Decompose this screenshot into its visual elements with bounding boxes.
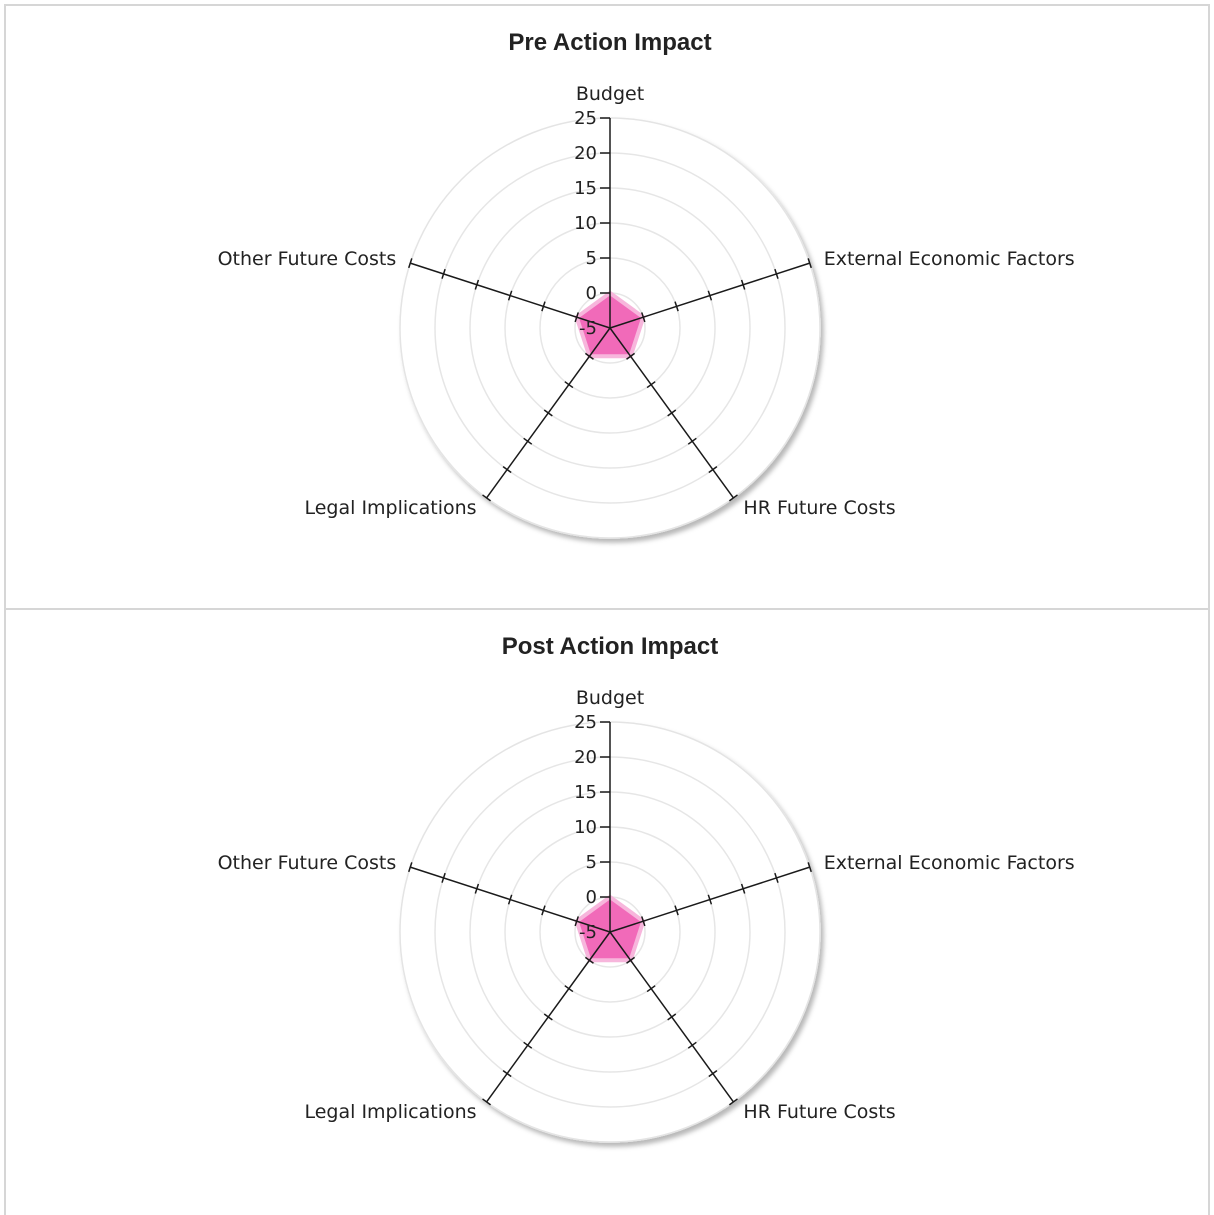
axis-label: Other Future Costs xyxy=(218,852,397,874)
axis-tick-mark xyxy=(441,268,446,279)
axis-tick-mark xyxy=(641,916,646,927)
pre-action-radar-chart: Pre Action Impact -5 0 5 10 15 20 25 Budget Exter… xyxy=(218,29,1075,539)
axis-tick-mark xyxy=(543,409,553,417)
axis-tick-mark xyxy=(408,258,413,269)
axis-tick-mark xyxy=(474,279,480,290)
axis-tick-mark xyxy=(474,883,480,894)
axis-tick-mark xyxy=(728,494,738,502)
axis-tick-mark xyxy=(707,290,713,301)
tick-label: 15 xyxy=(574,178,597,199)
axis-label: HR Future Costs xyxy=(743,497,895,519)
axis-tick-mark xyxy=(667,1013,677,1021)
axis-tick-mark xyxy=(687,437,697,445)
tick-label: 15 xyxy=(574,782,597,803)
axis-tick-mark xyxy=(574,312,579,323)
axis-tick-mark xyxy=(564,381,574,389)
axis-tick-mark xyxy=(584,956,594,964)
tick-label: 20 xyxy=(574,747,597,768)
axis-label: External Economic Factors xyxy=(824,248,1075,270)
pre-action-chart-panel: Pre Action Impact -5 0 5 10 15 20 25 Budget Exter… xyxy=(4,4,1210,610)
tick-label: 5 xyxy=(586,248,597,269)
axis-tick-mark xyxy=(708,1070,718,1078)
axis-tick-mark xyxy=(482,494,492,502)
axis-tick-mark xyxy=(541,301,546,312)
axis-tick-mark xyxy=(441,872,446,883)
axis-tick-mark xyxy=(626,352,636,360)
axis-label: HR Future Costs xyxy=(743,1101,895,1123)
axis-tick-mark xyxy=(728,1098,738,1106)
axis-tick-mark xyxy=(707,894,713,905)
axis-tick-mark xyxy=(667,409,677,417)
axis-tick-mark xyxy=(507,894,513,905)
tick-label: -5 xyxy=(579,318,597,339)
tick-label: 0 xyxy=(586,887,597,908)
post-action-radar-chart: Post Action Impact -5 0 5 10 15 20 25 Budget Exte… xyxy=(218,633,1075,1143)
tick-label: 5 xyxy=(586,852,597,873)
tick-label: 10 xyxy=(574,213,597,234)
axis-tick-mark xyxy=(502,466,512,474)
axis-tick-mark xyxy=(523,1041,533,1049)
axis-label: Budget xyxy=(576,687,644,709)
axis-tick-mark xyxy=(543,1013,553,1021)
tick-label: 20 xyxy=(574,143,597,164)
tick-label: 25 xyxy=(574,712,597,733)
axis-tick-mark xyxy=(807,258,812,269)
axis-tick-mark xyxy=(708,466,718,474)
axis-tick-mark xyxy=(541,905,546,916)
axis-tick-mark xyxy=(646,381,656,389)
axis-tick-mark xyxy=(774,268,779,279)
axis-tick-mark xyxy=(482,1098,492,1106)
tick-label: 10 xyxy=(574,817,597,838)
axis-label: External Economic Factors xyxy=(824,852,1075,874)
tick-label: 0 xyxy=(586,283,597,304)
axis-tick-mark xyxy=(641,312,646,323)
axis-label: Budget xyxy=(576,83,644,105)
chart-title: Post Action Impact xyxy=(502,633,718,660)
axis-tick-mark xyxy=(674,301,679,312)
tick-label: -5 xyxy=(579,922,597,943)
axis-tick-mark xyxy=(807,862,812,873)
tick-label: 25 xyxy=(574,108,597,129)
axis-label: Legal Implications xyxy=(304,497,476,519)
axis-tick-mark xyxy=(502,1070,512,1078)
axis-tick-mark xyxy=(674,905,679,916)
axis-tick-mark xyxy=(408,862,413,873)
axis-tick-mark xyxy=(687,1041,697,1049)
post-action-chart-panel: Post Action Impact -5 0 5 10 15 20 25 Budget Exte… xyxy=(4,610,1210,1215)
axis-tick-mark xyxy=(626,956,636,964)
axis-label: Legal Implications xyxy=(304,1101,476,1123)
axis-tick-mark xyxy=(740,883,746,894)
axis-tick-mark xyxy=(523,437,533,445)
axis-tick-mark xyxy=(740,279,746,290)
chart-title: Pre Action Impact xyxy=(508,29,711,56)
axis-label: Other Future Costs xyxy=(218,248,397,270)
axis-tick-mark xyxy=(774,872,779,883)
axis-tick-mark xyxy=(574,916,579,927)
axis-tick-mark xyxy=(564,985,574,993)
axis-tick-mark xyxy=(507,290,513,301)
axis-tick-mark xyxy=(646,985,656,993)
axis-tick-mark xyxy=(584,352,594,360)
